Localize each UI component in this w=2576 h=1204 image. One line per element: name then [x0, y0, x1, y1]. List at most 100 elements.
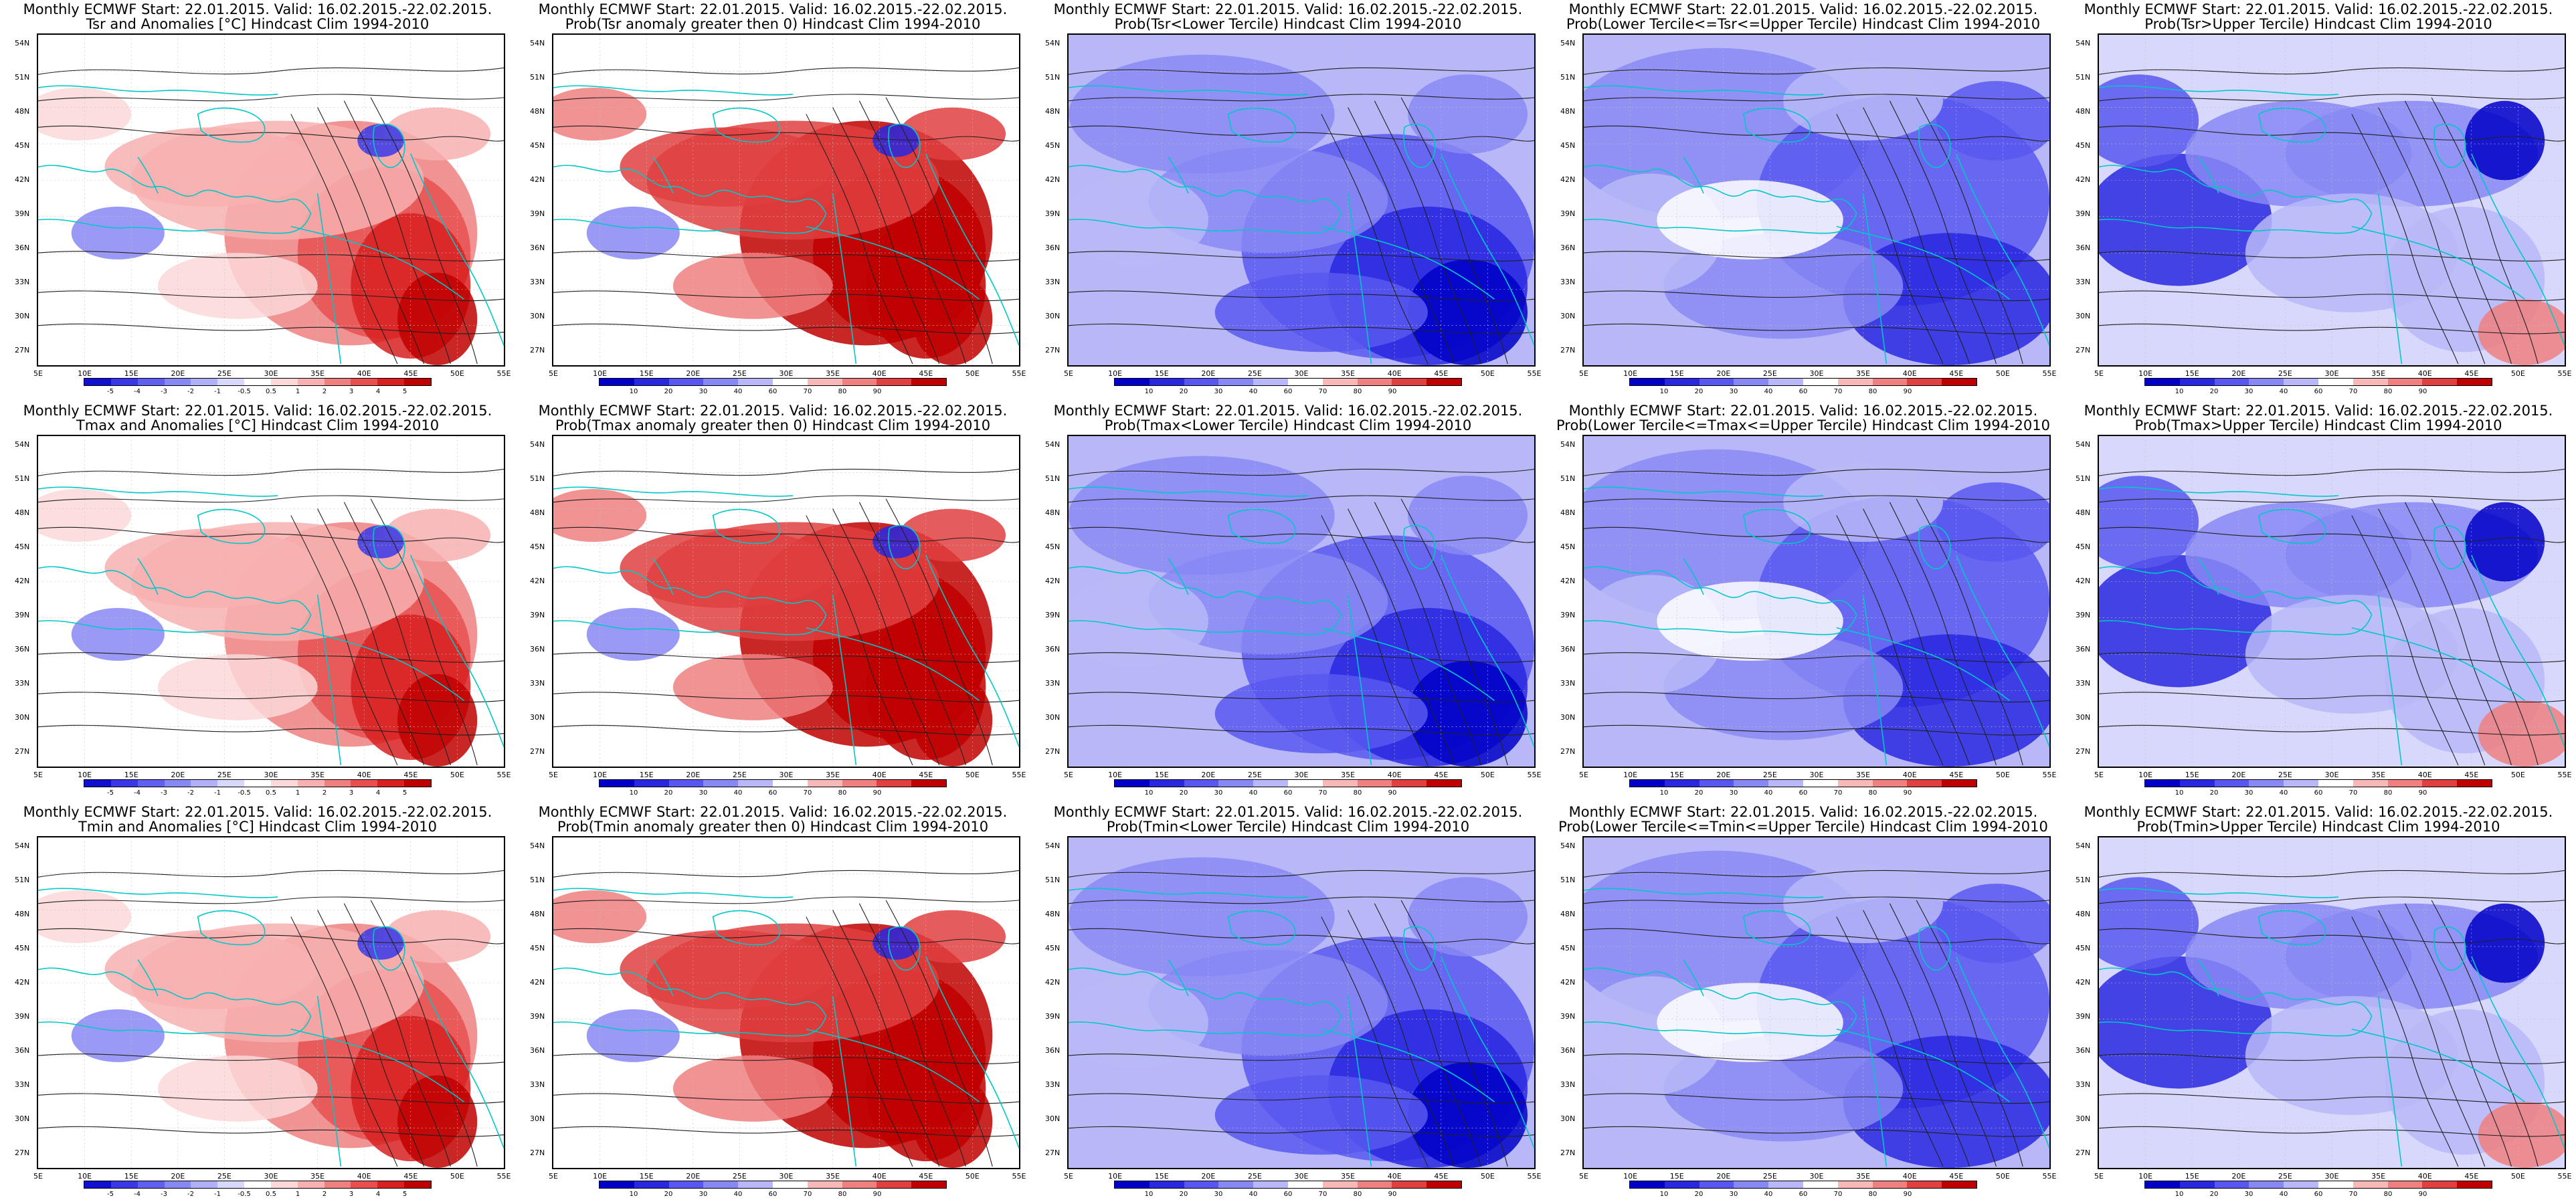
contour-line — [2431, 97, 2539, 365]
latitude-label: 36N — [15, 1046, 30, 1055]
longitude-label: 5E — [549, 1172, 558, 1181]
longitude-label: 25E — [732, 1172, 747, 1181]
colorbar-swatch — [634, 780, 669, 787]
latitude-label: 36N — [2076, 645, 2091, 654]
latitude-label: 51N — [2076, 474, 2091, 483]
colorbar-swatch — [1803, 379, 1838, 385]
latitude-label: 33N — [530, 1080, 545, 1089]
latitude-label: 27N — [15, 1148, 30, 1157]
latitude-label: 48N — [1045, 508, 1061, 517]
latitude-label: 27N — [530, 747, 545, 756]
contour-line — [317, 508, 425, 766]
contour-line — [858, 100, 966, 365]
latitude-label: 39N — [530, 209, 545, 218]
longitude-label: 30E — [1809, 369, 1824, 378]
contour-line — [2351, 916, 2459, 1167]
contour-line — [885, 900, 993, 1167]
colorbar-label: -2 — [187, 1191, 194, 1198]
longitude-label: 40E — [357, 369, 371, 378]
contour-line — [38, 495, 504, 503]
longitude-label: 55E — [1012, 771, 1026, 779]
colorbar-swatch — [1115, 379, 1149, 385]
coastline — [1836, 1028, 2010, 1102]
colorbar-label: -4 — [134, 789, 141, 797]
latitude-label: 30N — [1045, 312, 1061, 320]
coastline — [1403, 926, 1436, 971]
map-field — [553, 35, 1019, 365]
latitude-label: 48N — [1560, 508, 1576, 517]
longitude-label: 5E — [1064, 1172, 1073, 1181]
coastline — [2258, 107, 2326, 143]
colorbar-label: 60 — [1799, 388, 1808, 395]
contour-line — [1889, 903, 1997, 1167]
coastline — [553, 1015, 827, 1037]
longitude-label: 55E — [1527, 771, 1542, 779]
coastline — [553, 165, 827, 214]
longitude-label: 40E — [1902, 1172, 1917, 1181]
coastline — [1836, 225, 2010, 300]
latitude-label: 42N — [2076, 577, 2091, 585]
colorbar-swatch — [324, 1181, 351, 1188]
colorbar-swatch — [1942, 1181, 1976, 1188]
colorbar-swatch — [1184, 1181, 1219, 1188]
colorbar-label: 10 — [629, 1191, 638, 1198]
latitude-label: 30N — [1045, 1114, 1061, 1123]
contour-line — [38, 896, 504, 904]
coastline — [1742, 107, 1811, 143]
colorbar-label: 3 — [349, 1191, 354, 1198]
longitude-label: 10E — [2138, 1172, 2153, 1181]
panel-title-field: Prob(Tsr<Lower Tercile) Hindcast Clim 19… — [1114, 16, 1462, 32]
longitude-label: 55E — [2557, 1172, 2572, 1181]
contour-line — [1400, 498, 1508, 766]
coastline — [2351, 225, 2525, 300]
coastline — [1168, 959, 1189, 997]
contour-line — [2431, 498, 2539, 766]
colorbar-swatch — [1184, 379, 1219, 385]
colorbar-label: 70 — [803, 789, 812, 797]
longitude-label: 20E — [2231, 369, 2246, 378]
latitude-label: 27N — [1045, 747, 1061, 756]
longitude-label: 50E — [2510, 369, 2525, 378]
latitude-label: 36N — [530, 645, 545, 654]
colorbar-swatch — [404, 1181, 431, 1188]
coastline — [553, 486, 794, 497]
colorbar-swatch — [1218, 379, 1254, 385]
contour-line — [290, 515, 398, 766]
latitude-label: 33N — [15, 679, 30, 688]
colorbar-label: 40 — [2279, 789, 2288, 797]
map-field — [1584, 436, 2049, 767]
contour-line — [553, 652, 1019, 663]
latitude-label: 48N — [15, 910, 30, 918]
colorbar-swatch — [2179, 1181, 2215, 1188]
colorbar-label: 80 — [1868, 388, 1877, 395]
map-panel: Monthly ECMWF Start: 22.01.2015. Valid: … — [515, 0, 1030, 401]
latitude-label: 33N — [2076, 679, 2091, 688]
colorbar-swatch — [2145, 1181, 2180, 1188]
colorbar-swatch — [351, 1181, 378, 1188]
contour-line — [38, 1093, 504, 1104]
colorbar-swatch — [668, 379, 704, 385]
coastline — [1347, 193, 1372, 365]
longitude-label: 35E — [310, 1172, 325, 1181]
coastline — [2471, 555, 2565, 747]
shaded-area — [71, 206, 165, 260]
colorbar-label: 70 — [1318, 388, 1327, 395]
colorbar-swatch — [244, 780, 271, 787]
longitude-label: 55E — [2042, 771, 2057, 779]
longitude-label: 5E — [549, 771, 558, 779]
shaded-area — [2478, 299, 2565, 365]
colorbar-swatch — [1803, 780, 1838, 787]
latitude-label: 27N — [1560, 1148, 1576, 1157]
longitude-label: 40E — [872, 771, 887, 779]
shaded-area — [1408, 1062, 1528, 1168]
panel-title-run: Monthly ECMWF Start: 22.01.2015. Valid: … — [1568, 403, 2038, 419]
coastline — [1584, 888, 1824, 898]
forecast-map — [1582, 33, 2051, 367]
colorbar-swatch — [600, 780, 634, 787]
shaded-area — [1408, 660, 1528, 767]
colorbar-swatch — [1942, 379, 1976, 385]
colorbar — [84, 779, 432, 787]
latitude-label: 30N — [1560, 312, 1576, 320]
shaded-area — [1657, 581, 1843, 661]
colorbar-swatch — [877, 379, 912, 385]
